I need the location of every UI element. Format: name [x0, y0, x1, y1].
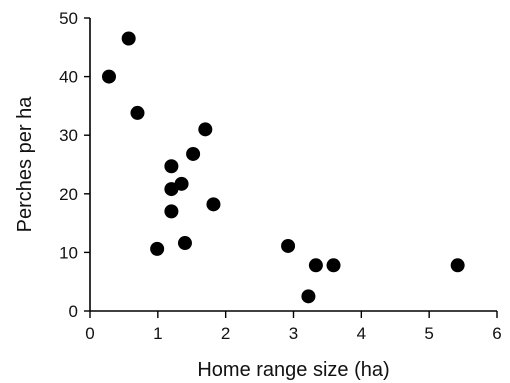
data-point	[164, 159, 179, 174]
data-point	[164, 204, 179, 219]
data-point	[186, 146, 201, 161]
x-tick-label: 6	[492, 324, 501, 343]
x-tick-label: 4	[357, 324, 366, 343]
data-point	[326, 258, 341, 273]
x-tick-label: 2	[221, 324, 230, 343]
y-axis-ticks: 0 10 20 30 40 50	[59, 9, 90, 321]
data-point	[174, 176, 189, 191]
data-point	[301, 289, 316, 304]
x-tick-label: 3	[289, 324, 298, 343]
data-point	[308, 258, 323, 273]
y-tick-label: 30	[59, 126, 78, 145]
data-point	[450, 258, 465, 273]
data-point	[130, 105, 145, 120]
y-tick-label: 10	[59, 243, 78, 262]
y-tick-label: 20	[59, 185, 78, 204]
data-point	[206, 197, 221, 212]
data-point	[177, 236, 192, 251]
x-axis-label: Home range size (ha)	[197, 359, 389, 381]
x-tick-label: 1	[153, 324, 162, 343]
x-tick-label: 0	[85, 324, 94, 343]
y-tick-label: 40	[59, 68, 78, 87]
data-point	[198, 122, 213, 137]
y-tick-label: 0	[69, 302, 78, 321]
data-point	[281, 238, 296, 253]
x-axis-ticks: 0 1 2 3 4 5 6	[85, 311, 502, 343]
data-point	[121, 31, 136, 46]
y-tick-label: 50	[59, 9, 78, 28]
y-axis-label: Perches per ha	[14, 96, 36, 233]
x-tick-label: 5	[424, 324, 433, 343]
data-point	[101, 69, 116, 84]
data-point	[150, 241, 165, 256]
data-points	[101, 31, 465, 304]
